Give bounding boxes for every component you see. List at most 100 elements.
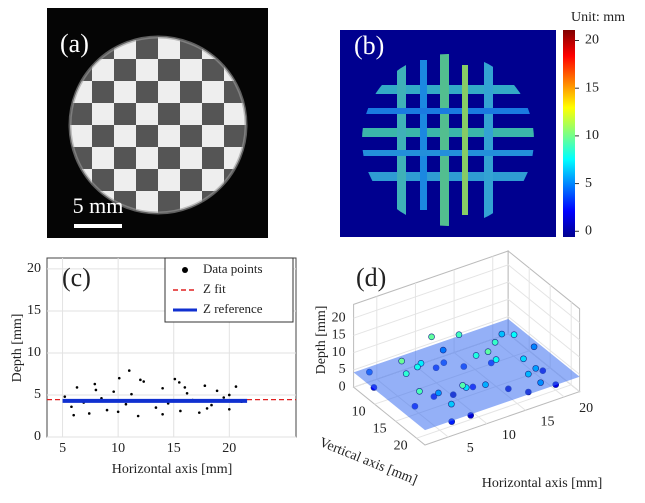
data-point <box>112 390 115 393</box>
data-point <box>95 389 98 392</box>
data-point <box>414 364 420 370</box>
z-tick-label: 10 <box>332 345 346 360</box>
data-point <box>184 386 187 389</box>
data-point <box>155 406 158 409</box>
data-point <box>179 410 182 413</box>
data-point <box>70 405 73 408</box>
data-point <box>178 381 181 384</box>
data-point <box>499 331 505 337</box>
data-point <box>228 394 231 397</box>
data-point <box>63 395 66 398</box>
y-axis-label: Depth [mm] <box>10 314 25 383</box>
z-tick-label: 20 <box>332 310 346 325</box>
data-point <box>222 396 225 399</box>
colorbar-tick-label: 15 <box>585 80 599 95</box>
data-point <box>538 380 544 386</box>
y-tick-label: 20 <box>27 261 41 276</box>
data-point <box>403 371 409 377</box>
y-tick-label: 20 <box>394 438 408 453</box>
data-point <box>137 415 140 418</box>
colorbar-tick-label: 0 <box>585 223 592 238</box>
colorbar-title: Unit: mm <box>571 10 625 25</box>
data-point <box>117 410 120 413</box>
data-point <box>106 409 109 412</box>
data-point <box>204 384 207 387</box>
data-point <box>93 383 96 386</box>
data-point <box>235 385 238 388</box>
data-point <box>186 392 189 395</box>
z-tick-label: 15 <box>332 328 346 343</box>
data-point <box>448 401 454 407</box>
data-point <box>174 378 177 381</box>
data-point <box>72 414 75 417</box>
data-point <box>511 332 517 338</box>
colorbar <box>563 30 575 237</box>
data-point <box>161 413 164 416</box>
z-tick-label: 5 <box>339 362 346 377</box>
z-axis-label: Depth [mm] <box>314 306 329 375</box>
data-point <box>429 334 435 340</box>
y-tick-label: 0 <box>34 429 41 444</box>
data-point <box>520 356 526 362</box>
data-point <box>125 403 128 406</box>
x-axis-label: Horizontal axis [mm] <box>112 462 233 477</box>
x-tick-label: 5 <box>59 441 66 456</box>
data-point <box>216 389 219 392</box>
z-tick-label: 0 <box>339 379 346 394</box>
legend-label: Z fit <box>203 281 226 296</box>
y-tick-label: 15 <box>27 303 41 318</box>
data-point <box>142 380 145 383</box>
legend-symbol <box>182 267 188 273</box>
data-point <box>399 358 405 364</box>
y-tick-label: 10 <box>27 345 41 360</box>
data-point <box>440 347 446 353</box>
data-point <box>76 386 79 389</box>
panel-a: (a) 5 mm <box>47 8 268 238</box>
panel-label: (b) <box>354 31 384 60</box>
x-tick-label: 20 <box>222 441 236 456</box>
data-point <box>456 332 462 338</box>
data-point <box>493 357 499 363</box>
colorbar-tick-label: 20 <box>585 33 599 48</box>
scale-bar-label: 5 mm <box>73 193 124 218</box>
data-point <box>473 352 479 358</box>
panel-label: (a) <box>60 29 89 58</box>
data-point <box>161 387 164 390</box>
x-tick-label: 20 <box>579 401 593 416</box>
data-point <box>88 412 91 415</box>
data-point <box>435 390 441 396</box>
data-point <box>416 388 422 394</box>
figure: (a) 5 mm (b) Unit: mm Depth [mm] Horizon… <box>0 0 645 498</box>
data-point <box>118 377 121 380</box>
data-point <box>198 411 201 414</box>
x-axis-label: Horizontal axis [mm] <box>482 476 603 491</box>
x-tick-label: 15 <box>167 441 181 456</box>
data-point <box>210 404 213 407</box>
data-point <box>139 379 142 382</box>
data-point <box>483 382 489 388</box>
y-tick-label: 10 <box>352 404 366 419</box>
x-tick-label: 10 <box>111 441 125 456</box>
data-point <box>525 371 531 377</box>
y-tick-label: 5 <box>34 387 41 402</box>
y-tick-label: 15 <box>373 421 387 436</box>
x-tick-label: 15 <box>540 415 554 430</box>
colorbar-tick-label: 5 <box>585 176 592 191</box>
legend-label: Z reference <box>203 301 263 316</box>
data-point <box>460 382 466 388</box>
data-point <box>128 369 131 372</box>
data-point <box>485 349 491 355</box>
panel-label: (d) <box>356 263 386 292</box>
x-tick-label: 10 <box>502 428 516 443</box>
panel-label: (c) <box>62 263 91 292</box>
data-point <box>533 365 539 371</box>
legend-label: Data points <box>203 261 263 276</box>
x-tick-label: 5 <box>467 441 474 456</box>
panel-b: (b) Unit: mm <box>340 10 625 237</box>
data-point <box>206 407 209 410</box>
data-point <box>492 339 498 345</box>
colorbar-tick-label: 10 <box>585 128 599 143</box>
data-point <box>531 344 537 350</box>
data-point <box>130 393 133 396</box>
data-point <box>228 408 231 411</box>
